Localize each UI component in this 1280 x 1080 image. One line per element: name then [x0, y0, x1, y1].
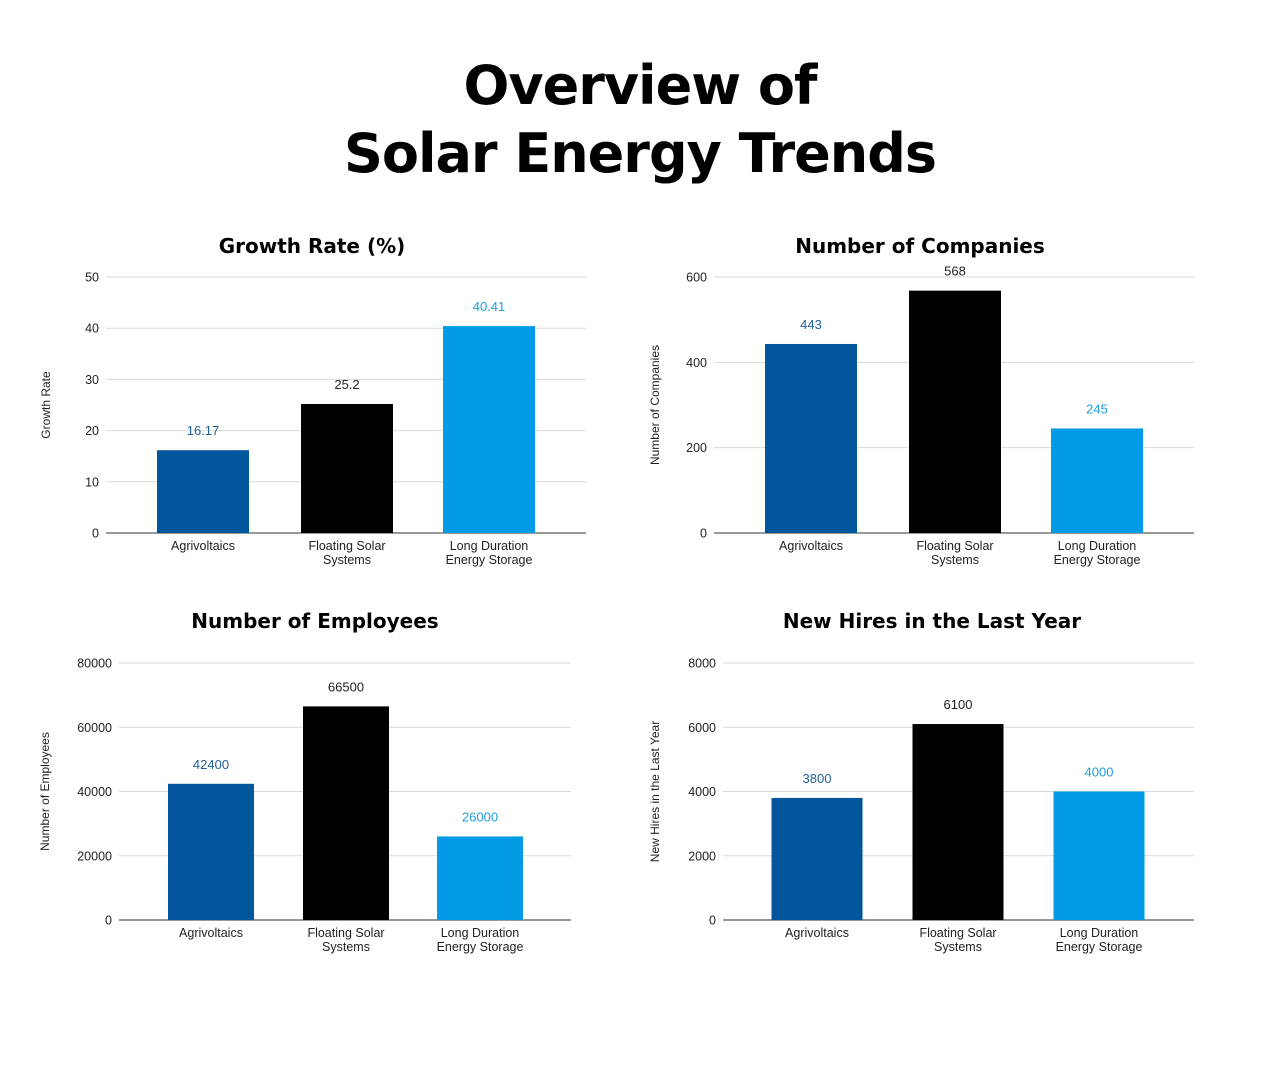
- y-tick-label: 200: [686, 441, 707, 455]
- data-label: 40.41: [473, 299, 506, 314]
- y-axis-title: Number of Companies: [648, 345, 662, 465]
- category-label: Agrivoltaics: [171, 539, 235, 553]
- y-tick-label: 4000: [688, 785, 716, 799]
- y-tick-label: 0: [700, 527, 707, 541]
- y-tick-label: 20000: [77, 849, 112, 863]
- y-tick-label: 60000: [77, 721, 112, 735]
- category-label: Energy Storage: [1054, 553, 1141, 567]
- chart-number-of-employees: Number of Employees 0 20000 40000 60000 80000…: [38, 609, 571, 954]
- data-label: 25.2: [334, 377, 359, 392]
- category-label: Energy Storage: [437, 940, 524, 954]
- y-tick-label: 50: [85, 271, 99, 285]
- bar-1: [765, 343, 857, 533]
- chart-new-hires: New Hires in the Last Year 0 2000 4000 6000 8…: [648, 609, 1194, 954]
- bar-1: [157, 450, 249, 533]
- y-axis-title: New Hires in the Last Year: [648, 721, 662, 862]
- y-tick-label: 30: [85, 373, 99, 387]
- data-label: 16.17: [187, 423, 220, 438]
- category-label: Long Duration: [1060, 926, 1139, 940]
- chart-title: Number of Companies: [795, 234, 1045, 258]
- chart-number-of-companies: Number of Companies 0 200 400 600 Number of C…: [648, 234, 1194, 567]
- data-label: 4000: [1085, 765, 1114, 780]
- bar-3: [443, 326, 535, 533]
- bar-3: [437, 836, 523, 920]
- category-label: Systems: [323, 553, 371, 567]
- bar-2: [909, 290, 1001, 533]
- data-label: 42400: [193, 757, 229, 772]
- y-axis-title: Growth Rate: [39, 371, 53, 439]
- page-title-line-1: Overview of: [463, 54, 818, 117]
- data-label: 6100: [944, 697, 973, 712]
- y-tick-label: 6000: [688, 721, 716, 735]
- bar-2: [303, 706, 389, 920]
- chart-title: Growth Rate (%): [219, 234, 406, 258]
- y-axis-title: Number of Employees: [38, 732, 52, 851]
- y-tick-label: 0: [92, 527, 99, 541]
- y-tick-label: 600: [686, 271, 707, 285]
- page-title-line-2: Solar Energy Trends: [343, 122, 937, 185]
- chart-growth-rate: Growth Rate (%) 0 10 20 30 40 50 Growth Rate 16.…: [39, 234, 586, 567]
- data-label: 245: [1086, 401, 1108, 416]
- category-label: Floating Solar: [916, 539, 993, 553]
- bar-1: [168, 783, 254, 920]
- y-tick-label: 40: [85, 322, 99, 336]
- category-label: Agrivoltaics: [179, 926, 243, 940]
- y-tick-label: 400: [686, 356, 707, 370]
- data-label: 66500: [328, 679, 364, 694]
- y-tick-label: 2000: [688, 849, 716, 863]
- category-label: Long Duration: [450, 539, 529, 553]
- chart-title: New Hires in the Last Year: [783, 609, 1081, 633]
- category-label: Agrivoltaics: [785, 926, 849, 940]
- category-label: Systems: [322, 940, 370, 954]
- category-label: Floating Solar: [307, 926, 384, 940]
- y-tick-label: 80000: [77, 657, 112, 671]
- y-tick-label: 20: [85, 424, 99, 438]
- y-tick-label: 0: [709, 914, 716, 928]
- y-tick-label: 8000: [688, 657, 716, 671]
- bar-1: [771, 797, 863, 920]
- bar-2: [912, 724, 1004, 920]
- y-tick-label: 10: [85, 475, 99, 489]
- bar-2: [301, 403, 393, 533]
- data-label: 3800: [803, 771, 832, 786]
- category-label: Energy Storage: [1056, 940, 1143, 954]
- category-label: Agrivoltaics: [779, 539, 843, 553]
- bar-3: [1053, 791, 1145, 920]
- category-label: Floating Solar: [919, 926, 996, 940]
- category-label: Energy Storage: [446, 553, 533, 567]
- category-label: Long Duration: [441, 926, 520, 940]
- data-label: 443: [800, 317, 822, 332]
- category-label: Long Duration: [1058, 539, 1137, 553]
- category-label: Systems: [934, 940, 982, 954]
- chart-title: Number of Employees: [191, 609, 438, 633]
- bar-3: [1051, 428, 1143, 533]
- y-tick-label: 0: [105, 914, 112, 928]
- page-title: Overview of Solar Energy Trends: [0, 52, 1280, 188]
- category-label: Systems: [931, 553, 979, 567]
- category-label: Floating Solar: [308, 539, 385, 553]
- data-label: 568: [944, 264, 966, 279]
- y-tick-label: 40000: [77, 785, 112, 799]
- data-label: 26000: [462, 809, 498, 824]
